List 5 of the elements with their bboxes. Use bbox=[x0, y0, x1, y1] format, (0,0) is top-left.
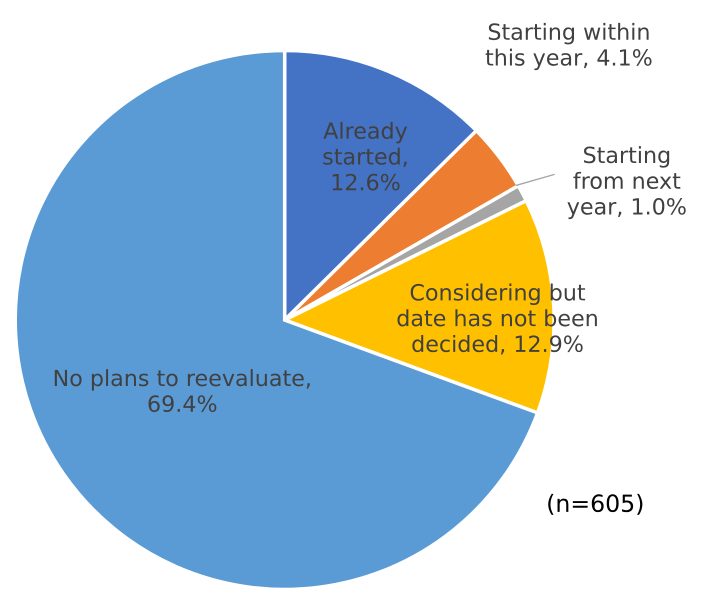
text: (n=605) bbox=[548, 494, 642, 515]
slice-label: Starting from next year, 1.0% bbox=[567, 146, 686, 220]
slice-label: No plans to reevaluate, 69.4% bbox=[54, 369, 310, 412]
slice-label: Starting within this year, 4.1% bbox=[486, 22, 652, 70]
slice-label: Already started, 12.6% bbox=[323, 122, 408, 191]
